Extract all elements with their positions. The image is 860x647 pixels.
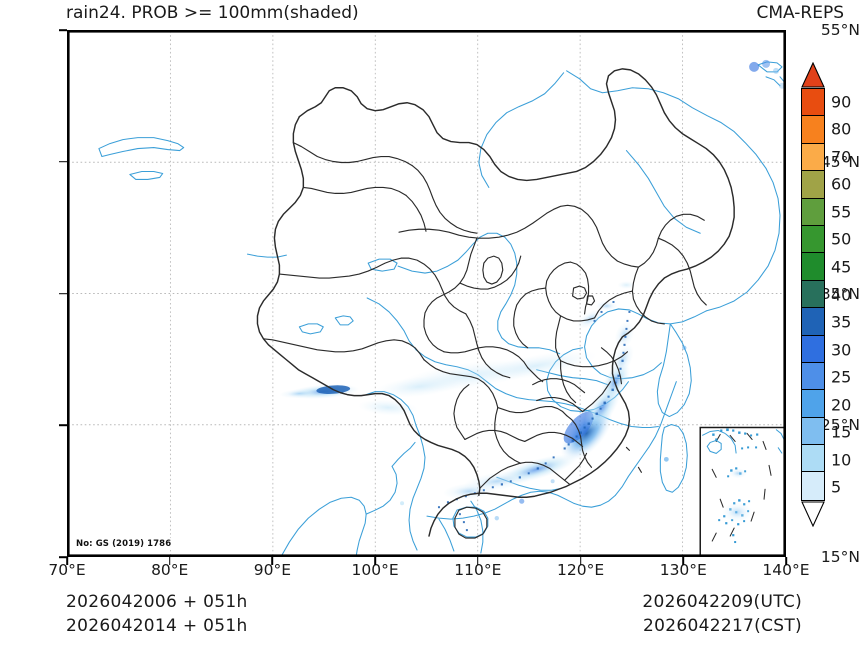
x-tick-mark [271, 557, 274, 565]
y-tick-mark [59, 292, 67, 295]
colorbar-segment [802, 308, 824, 336]
colorbar-body [801, 88, 825, 501]
x-tick-label-140e: 140°E [762, 561, 810, 579]
colorbar-segment [802, 445, 824, 473]
x-tick-mark [374, 557, 376, 565]
map-svg [68, 31, 785, 556]
colorbar-segment [802, 362, 824, 391]
x-tick-mark [785, 557, 787, 565]
y-tick-label-35n: 35°N [820, 284, 860, 303]
footer-init-cst: 2026042014 + 051h [66, 616, 248, 636]
page-title: rain24. PROB >= 100mm(shaded) [66, 3, 359, 23]
colorbar-segment [802, 335, 824, 363]
china-national-border [298, 68, 735, 537]
colorbar-tick-label: 40 [831, 285, 852, 304]
x-tick-mark [477, 557, 479, 565]
y-tick-label-25n: 25°N [820, 416, 860, 435]
x-tick-label-100e: 100°E [351, 561, 399, 579]
colorbar-tick-label: 30 [831, 340, 852, 360]
footer-valid-utc: 2026042209(UTC) [642, 592, 802, 612]
colorbar-tick-label: 25 [831, 367, 852, 387]
map-canvas[interactable]: No: GS (2019) 1786 [67, 30, 786, 557]
colorbar-segment [802, 390, 824, 418]
y-tick-mark [59, 556, 67, 558]
colorbar-segment [802, 171, 824, 199]
x-tick-mark [682, 557, 685, 565]
map-credit: No: GS (2019) 1786 [74, 538, 174, 550]
x-tick-label-110e: 110°E [454, 561, 502, 579]
colorbar-segment [802, 225, 824, 254]
x-tick-label-120e: 120°E [556, 561, 605, 579]
south-china-sea-inset [699, 426, 785, 556]
colorbar-tick-label: 60 [831, 174, 852, 194]
footer-init-utc: 2026042006 + 051h [66, 592, 248, 612]
colorbar[interactable]: 90 80 70 60 55 50 45 40 35 30 25 20 15 10 5 [801, 62, 851, 527]
model-label: CMA-REPS [756, 3, 844, 23]
colorbar-tick-label: 70 [831, 147, 852, 167]
precip-probability-shading [279, 59, 785, 521]
colorbar-tick-label: 80 [831, 119, 852, 139]
colorbar-segment [802, 280, 824, 309]
colorbar-tick-label: 55 [831, 202, 852, 222]
colorbar-segment [802, 89, 824, 117]
map-boundaries [256, 68, 735, 539]
colorbar-tick-label: 90 [831, 92, 852, 112]
map-gridlines [68, 31, 785, 556]
colorbar-extend-min-arrow [801, 501, 825, 527]
colorbar-segment [802, 143, 824, 172]
colorbar-tick-label: 45 [831, 257, 852, 277]
colorbar-segment [802, 198, 824, 226]
colorbar-tick-label: 10 [831, 450, 852, 470]
y-tick-label-15n: 15°N [820, 548, 860, 566]
x-tick-label-80e: 80°E [151, 561, 189, 579]
y-tick-mark [59, 29, 67, 31]
y-tick-label-55n: 55°N [820, 21, 860, 39]
x-tick-mark [66, 557, 68, 565]
colorbar-segment [802, 472, 824, 500]
colorbar-segment [802, 116, 824, 144]
x-tick-label-130e: 130°E [659, 561, 707, 579]
y-tick-mark [59, 424, 67, 427]
y-tick-label-45n: 45°N [820, 152, 860, 171]
x-tick-mark [168, 557, 171, 565]
colorbar-tick-label: 15 [831, 422, 852, 442]
colorbar-extend-max-arrow [801, 62, 825, 88]
colorbar-tick-label: 50 [831, 229, 852, 249]
y-tick-mark [59, 160, 67, 163]
x-tick-label-70e: 70°E [48, 561, 86, 579]
x-tick-mark [579, 557, 582, 565]
colorbar-segment [802, 417, 824, 446]
x-tick-label-90e: 90°E [253, 561, 292, 579]
footer-valid-cst: 2026042217(CST) [643, 616, 802, 636]
colorbar-segment [802, 253, 824, 281]
colorbar-tick-label: 20 [831, 395, 852, 415]
colorbar-tick-label: 35 [831, 312, 852, 332]
map-hydrography [98, 61, 785, 556]
colorbar-tick-label: 5 [831, 477, 842, 497]
